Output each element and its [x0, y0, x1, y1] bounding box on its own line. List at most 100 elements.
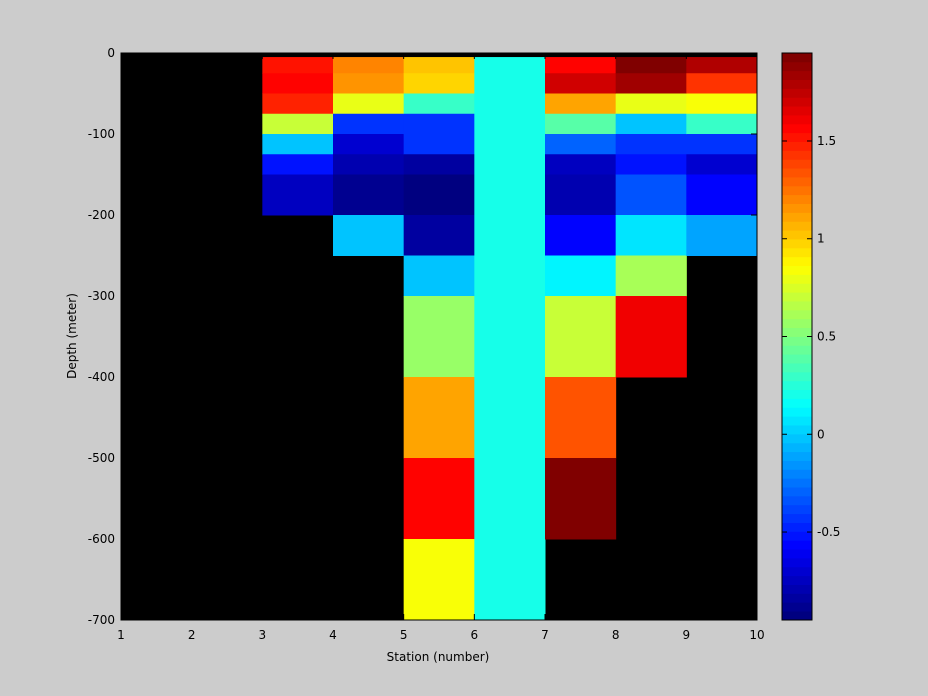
colorbar-segment — [782, 185, 812, 196]
heatmap-cell — [262, 154, 334, 175]
colorbar-segment — [782, 495, 812, 506]
heatmap-cell — [403, 93, 475, 115]
heatmap-cell — [262, 134, 334, 155]
heatmap-cell — [403, 113, 475, 135]
heatmap-cell — [333, 134, 405, 155]
heatmap-cell — [615, 154, 687, 175]
colorbar-segment — [782, 123, 812, 134]
heatmap-cell — [333, 93, 405, 115]
heatmap-cell — [262, 113, 334, 135]
heatmap-cell — [545, 255, 617, 297]
colorbar-segment — [782, 363, 812, 373]
heatmap-cell — [615, 296, 687, 378]
colorbar-segment — [782, 141, 812, 151]
x-tick-label: 7 — [541, 628, 549, 642]
colorbar-tick-label: 0 — [817, 427, 825, 441]
heatmap-cell — [615, 73, 687, 94]
colorbar-segment — [782, 309, 812, 320]
colorbar-segment — [782, 159, 812, 169]
heatmap-cell — [615, 113, 687, 135]
colorbar-segment — [782, 398, 812, 408]
heatmap-cell — [615, 255, 687, 297]
heatmap-cell — [403, 296, 475, 378]
heatmap-cell — [403, 154, 475, 175]
x-tick-label: 3 — [259, 628, 267, 642]
y-tick-label: 0 — [107, 46, 115, 60]
colorbar-tick-label: 0.5 — [817, 330, 836, 344]
colorbar-segment — [782, 318, 812, 329]
colorbar-segment — [782, 522, 812, 532]
heatmap-cell — [333, 73, 405, 94]
heatmap-cell — [333, 113, 405, 135]
x-tick-label: 8 — [612, 628, 620, 642]
colorbar-segment — [782, 540, 812, 550]
colorbar-segment — [782, 301, 812, 311]
heatmap-cell — [615, 134, 687, 155]
colorbar-segment — [782, 345, 812, 355]
colorbar-tick-label: -0.5 — [817, 525, 840, 539]
heatmap-cell — [262, 57, 334, 74]
y-tick-label: -500 — [88, 451, 115, 465]
heatmap-cell — [333, 154, 405, 175]
colorbar-segment — [782, 221, 812, 231]
y-tick-label: -600 — [88, 532, 115, 546]
heatmap-cell — [686, 57, 758, 74]
colorbar-segment — [782, 557, 812, 568]
heatmap-cell — [545, 458, 617, 540]
heatmap-cell — [545, 215, 617, 256]
heatmap-cell — [686, 113, 758, 135]
colorbar-segment — [782, 513, 812, 523]
heatmap-cell — [615, 57, 687, 74]
x-tick-label: 6 — [471, 628, 479, 642]
heatmap-cell — [403, 215, 475, 256]
colorbar-segment — [782, 70, 812, 80]
x-tick-label: 4 — [329, 628, 337, 642]
colorbar-segment — [782, 416, 812, 426]
colorbar-segment — [782, 425, 812, 435]
colorbar-segment — [782, 327, 812, 337]
heatmap-cell — [403, 377, 475, 459]
heatmap-cell — [686, 154, 758, 175]
heatmap-cell — [403, 134, 475, 155]
y-tick-label: -300 — [88, 289, 115, 303]
colorbar-segment — [782, 460, 812, 470]
colorbar-segment — [782, 442, 812, 453]
heatmap-cell — [686, 93, 758, 115]
heatmap-cell — [615, 215, 687, 256]
heatmap-cell — [333, 53, 405, 58]
heatmap-cell — [686, 73, 758, 94]
colorbar-segment — [782, 247, 812, 258]
heatmap-cell — [403, 255, 475, 297]
y-tick-label: -400 — [88, 370, 115, 384]
heatmap-cell — [333, 174, 405, 216]
colorbar-segment — [782, 239, 812, 249]
y-axis-label: Depth (meter) — [65, 293, 79, 379]
colorbar-segment — [782, 203, 812, 213]
colorbar-tick-label: 1 — [817, 232, 825, 246]
heatmap-cell — [545, 57, 617, 74]
colorbar-segment — [782, 336, 812, 346]
heatmap-cell — [403, 174, 475, 216]
heatmap-cell — [615, 53, 687, 58]
heatmap-cell — [262, 73, 334, 94]
colorbar-segment — [782, 531, 812, 541]
heatmap-cell — [333, 57, 405, 74]
colorbar-segment — [782, 433, 812, 444]
colorbar-segment — [782, 212, 812, 222]
colorbar-segment — [782, 566, 812, 577]
heatmap-cell — [262, 53, 334, 58]
colorbar-tick-label: 1.5 — [817, 134, 836, 148]
colorbar-segment — [782, 230, 812, 240]
y-tick-label: -200 — [88, 208, 115, 222]
colorbar-segment — [782, 292, 812, 302]
colorbar-segment — [782, 53, 812, 63]
x-tick-label: 1 — [117, 628, 125, 642]
colorbar-segment — [782, 584, 812, 594]
heatmap-cell — [545, 377, 617, 459]
colorbar-segment — [782, 97, 812, 107]
colorbar-segment — [782, 478, 812, 488]
x-tick-label: 9 — [683, 628, 691, 642]
colorbar-segment — [782, 88, 812, 98]
colorbar-segment — [782, 389, 812, 399]
heatmap-cell — [262, 93, 334, 115]
